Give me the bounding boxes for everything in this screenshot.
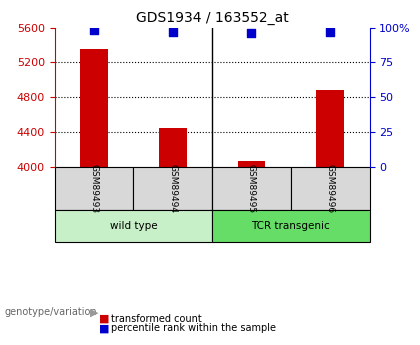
Bar <box>212 167 291 210</box>
Text: ■: ■ <box>99 324 109 333</box>
Text: percentile rank within the sample: percentile rank within the sample <box>111 324 276 333</box>
Text: GSM89493: GSM89493 <box>89 164 98 213</box>
Bar <box>80 49 108 167</box>
Title: GDS1934 / 163552_at: GDS1934 / 163552_at <box>136 11 289 25</box>
Bar <box>291 167 370 210</box>
Bar <box>55 210 212 241</box>
Bar <box>238 160 265 167</box>
Point <box>327 29 333 34</box>
Bar <box>212 210 370 241</box>
Point <box>91 28 97 33</box>
Text: TCR transgenic: TCR transgenic <box>252 221 330 231</box>
Text: GSM89495: GSM89495 <box>247 164 256 213</box>
Bar <box>55 167 134 210</box>
Text: GSM89494: GSM89494 <box>168 164 177 213</box>
Text: transformed count: transformed count <box>111 314 202 324</box>
Bar <box>316 90 344 167</box>
Bar <box>134 167 212 210</box>
Point <box>169 29 176 34</box>
Point <box>248 30 255 36</box>
Text: ▶: ▶ <box>90 307 99 317</box>
Bar <box>159 128 186 167</box>
Text: GSM89496: GSM89496 <box>326 164 335 213</box>
Text: ■: ■ <box>99 314 109 324</box>
Text: wild type: wild type <box>110 221 157 231</box>
Text: genotype/variation: genotype/variation <box>4 307 97 317</box>
